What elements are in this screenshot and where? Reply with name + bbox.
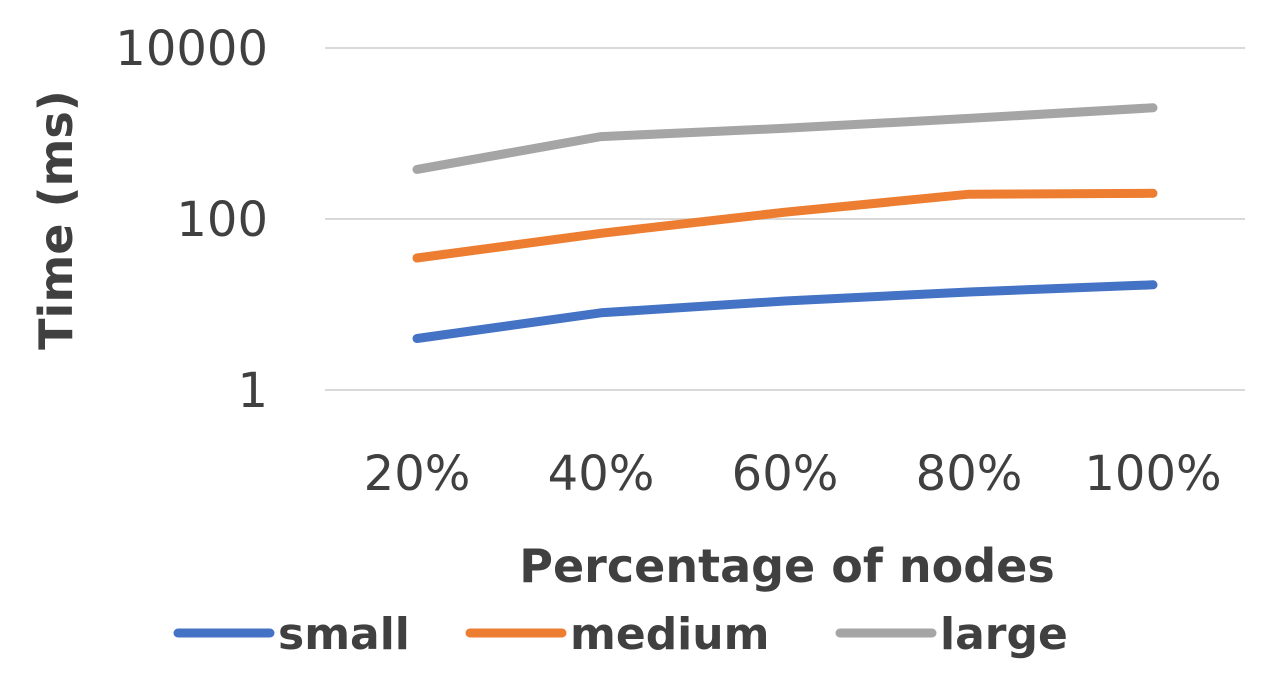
y-tick-label: 10000 — [115, 21, 268, 77]
series-line-medium — [412, 188, 1158, 263]
legend-label-small: small — [278, 609, 410, 660]
y-tick-label: 100 — [176, 192, 268, 248]
legend: small medium large — [173, 609, 1068, 660]
x-tick-label: 100% — [1084, 446, 1221, 502]
series-line-small — [412, 280, 1158, 343]
series-line-large — [412, 103, 1158, 174]
legend-label-medium: medium — [570, 609, 769, 660]
series-lines — [412, 103, 1158, 343]
y-axis-ticks: 1 100 10000 — [115, 21, 268, 419]
x-axis-ticks: 20% 40% 60% 80% 100% — [364, 446, 1222, 502]
x-axis-title: Percentage of nodes — [519, 539, 1054, 593]
x-tick-label: 20% — [364, 446, 471, 502]
x-tick-label: 80% — [916, 446, 1023, 502]
legend-label-large: large — [940, 609, 1068, 660]
y-axis-title: Time (ms) — [29, 90, 83, 350]
x-tick-label: 60% — [732, 446, 839, 502]
x-tick-label: 40% — [548, 446, 655, 502]
y-tick-label: 1 — [237, 363, 268, 419]
gridlines — [325, 47, 1245, 391]
